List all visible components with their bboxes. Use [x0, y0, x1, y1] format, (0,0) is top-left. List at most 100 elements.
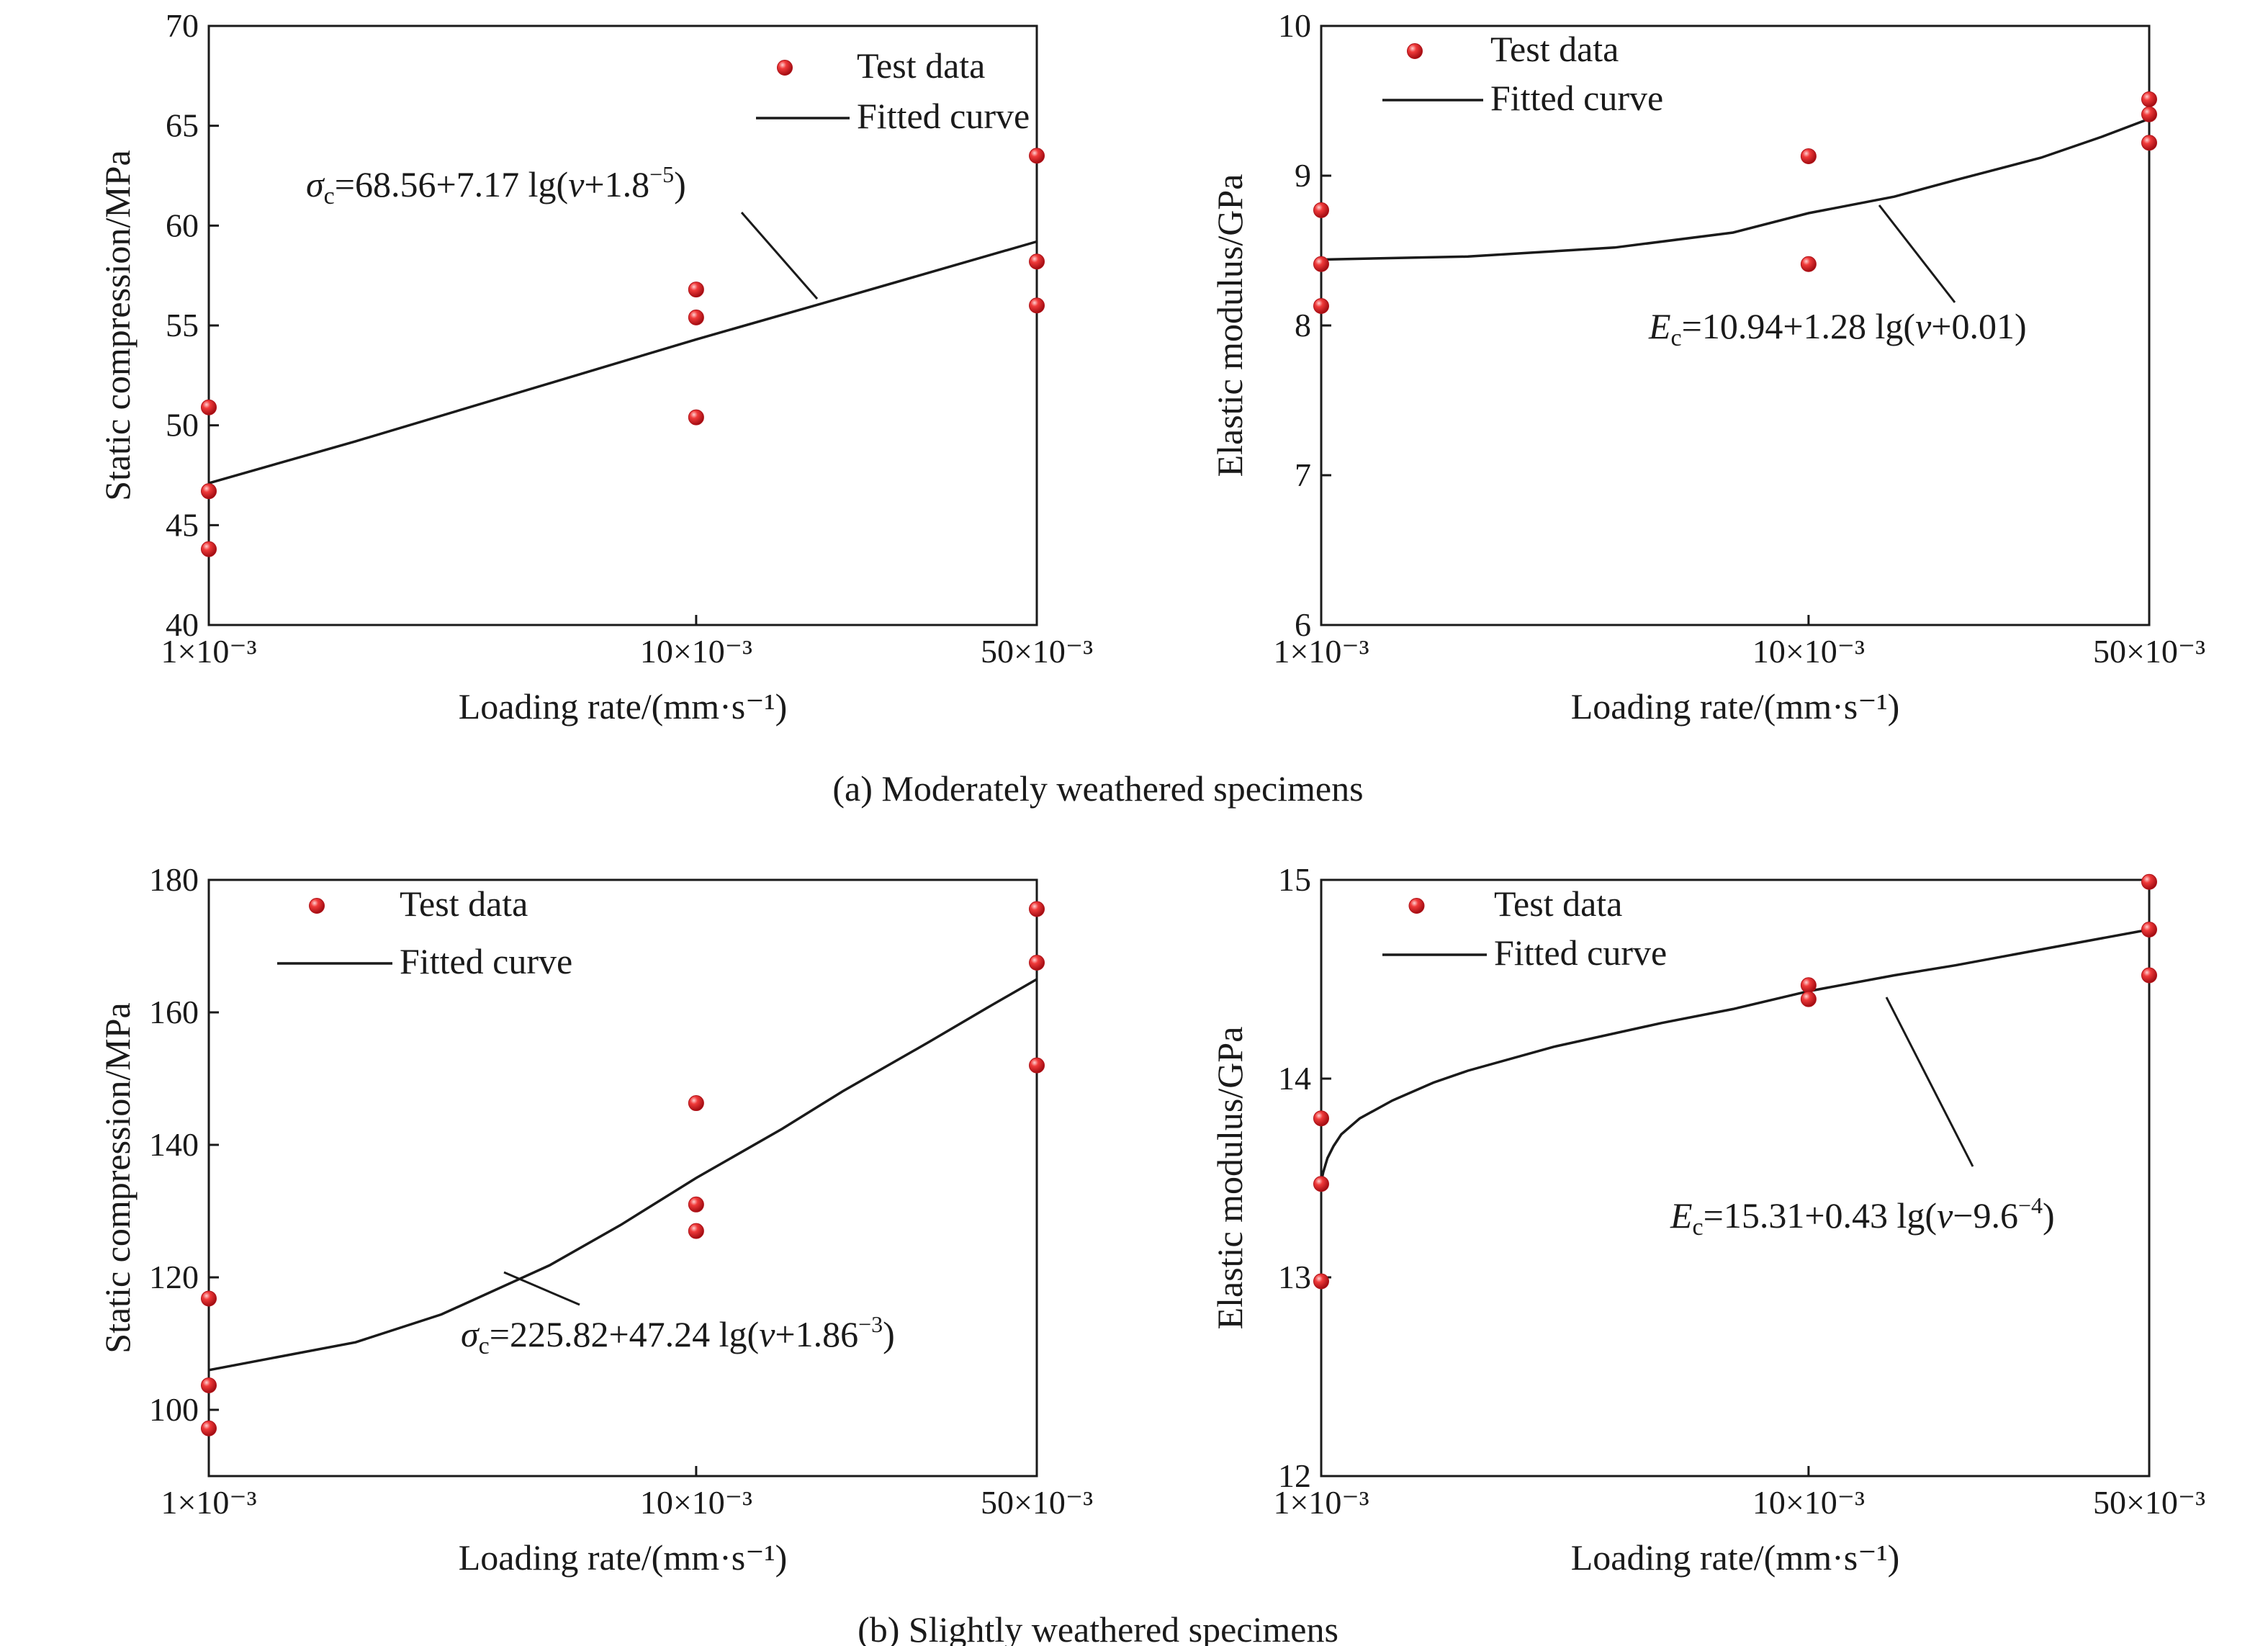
fitted-curve-line	[208, 978, 1038, 1372]
test-data-point	[1800, 991, 1817, 1007]
x-tick-label: 1×10⁻³	[161, 1484, 256, 1521]
plot-frame	[1320, 878, 2151, 1478]
y-tick-label: 65	[166, 107, 199, 144]
legend-label-test-data: Test data	[400, 883, 528, 924]
legend-label-fitted-curve: Fitted curve	[1490, 78, 1663, 118]
test-data-point	[1029, 1057, 1045, 1074]
fit-equation-annotation: σc=225.82+47.24 lg(v+1.86−3)	[461, 1311, 895, 1359]
test-data-point	[1029, 955, 1045, 971]
x-axis-title: Loading rate/(mm·s⁻¹)	[459, 1537, 788, 1578]
test-data-point	[1313, 256, 1329, 272]
y-axis-title: Static compression/MPa	[97, 150, 138, 500]
test-data-point	[1800, 977, 1817, 994]
fit-equation-annotation: Ec=15.31+0.43 lg(v−9.6−4)	[1670, 1192, 2055, 1241]
test-data-point	[2141, 873, 2157, 890]
x-axis-title: Loading rate/(mm·s⁻¹)	[1571, 1537, 1900, 1578]
legend-label-test-data: Test data	[1494, 883, 1622, 924]
test-data-point	[2141, 922, 2157, 937]
test-data-point	[201, 1420, 217, 1436]
x-tick-label: 1×10⁻³	[161, 633, 256, 670]
test-data-point	[1313, 1176, 1329, 1192]
legend-label-fitted-curve: Fitted curve	[857, 96, 1030, 136]
annotation-leader-line	[503, 1271, 580, 1306]
legend-label-test-data: Test data	[857, 45, 985, 86]
test-data-point	[688, 1095, 704, 1112]
test-data-point	[1800, 148, 1817, 164]
y-axis-title: Elastic modulus/GPa	[1210, 1027, 1250, 1330]
legend-marker-test-data	[1407, 43, 1423, 59]
test-data-point	[688, 282, 704, 298]
annotation-leader-line	[1878, 204, 1956, 303]
y-tick-label: 8	[1295, 307, 1311, 343]
test-data-point	[688, 1196, 704, 1213]
annotation-leader-line	[1885, 997, 1974, 1167]
caption-b: (b) Slightly weathered specimens	[858, 1609, 1338, 1646]
legend-marker-test-data	[1408, 898, 1425, 914]
y-tick-label: 120	[149, 1259, 199, 1295]
fitted-curve-line	[1320, 928, 2150, 1182]
y-tick-label: 13	[1278, 1259, 1311, 1295]
y-tick-label: 9	[1295, 157, 1311, 194]
fitted-curve-line	[1320, 117, 2150, 261]
test-data-point	[1029, 901, 1045, 917]
test-data-point	[2141, 91, 2157, 107]
y-tick-label: 100	[149, 1391, 199, 1428]
y-tick-label: 70	[166, 7, 199, 44]
y-axis-title: Static compression/MPa	[97, 1002, 138, 1353]
fit-equation-annotation: Ec=10.94+1.28 lg(v+0.01)	[1648, 306, 2027, 351]
test-data-point	[1313, 202, 1329, 218]
x-tick-label: 10×10⁻³	[640, 1484, 752, 1521]
y-tick-label: 15	[1278, 861, 1311, 898]
y-tick-label: 140	[149, 1126, 199, 1163]
y-tick-label: 10	[1278, 7, 1311, 44]
x-tick-label: 50×10⁻³	[981, 633, 1093, 670]
test-data-point	[1313, 1273, 1329, 1290]
test-data-point	[201, 483, 217, 500]
test-data-point	[201, 399, 217, 415]
test-data-point	[1313, 1110, 1329, 1127]
y-tick-label: 45	[166, 506, 199, 543]
legend-label-fitted-curve: Fitted curve	[1494, 932, 1667, 973]
y-tick-label: 12	[1278, 1457, 1311, 1494]
y-tick-label: 40	[166, 606, 199, 643]
test-data-point	[1029, 253, 1045, 270]
x-tick-label: 50×10⁻³	[2093, 1484, 2205, 1521]
test-data-point	[201, 1377, 217, 1393]
fitted-curve-line	[208, 240, 1038, 485]
x-tick-label: 50×10⁻³	[981, 1484, 1093, 1521]
x-tick-label: 1×10⁻³	[1273, 1484, 1369, 1521]
x-tick-label: 1×10⁻³	[1273, 633, 1369, 670]
x-tick-label: 10×10⁻³	[640, 633, 752, 670]
test-data-point	[688, 409, 704, 426]
y-axis-title: Elastic modulus/GPa	[1210, 174, 1250, 477]
test-data-point	[688, 309, 704, 325]
x-tick-label: 10×10⁻³	[1752, 1484, 1865, 1521]
test-data-point	[1029, 297, 1045, 314]
y-tick-label: 50	[166, 407, 199, 444]
fit-equation-annotation: σc=68.56+7.17 lg(v+1.8−5)	[306, 161, 686, 210]
legend-marker-test-data	[777, 60, 793, 76]
x-tick-label: 50×10⁻³	[2093, 633, 2205, 670]
plot-frame	[207, 878, 1038, 1478]
test-data-point	[201, 541, 217, 557]
test-data-point	[688, 1223, 704, 1239]
test-data-point	[1800, 256, 1817, 272]
y-tick-label: 55	[166, 307, 199, 343]
x-axis-title: Loading rate/(mm·s⁻¹)	[459, 686, 788, 727]
chart-panel-static-compression-slight: 100 120 140 160 180 1×10⁻³ 10×10⁻³ 50×10⁻³ Loadi…	[97, 861, 1093, 1578]
x-tick-label: 10×10⁻³	[1752, 633, 1865, 670]
chart-panel-elastic-modulus-moderate: 6 7 8 9 10 1×10⁻³ 10×10⁻³ 50×10⁻³ Loading rate/(…	[1210, 7, 2205, 727]
legend-label-test-data: Test data	[1490, 29, 1619, 69]
annotation-leader-line	[740, 212, 819, 300]
y-tick-label: 7	[1295, 457, 1311, 493]
caption-a: (a) Moderately weathered specimens	[832, 768, 1363, 809]
y-tick-label: 6	[1295, 606, 1311, 643]
y-tick-label: 14	[1278, 1060, 1311, 1097]
test-data-point	[1029, 148, 1045, 164]
x-axis-title: Loading rate/(mm·s⁻¹)	[1571, 686, 1900, 727]
test-data-point	[2141, 967, 2157, 984]
y-tick-label: 60	[166, 207, 199, 243]
legend-marker-test-data	[309, 898, 325, 914]
y-tick-label: 160	[149, 994, 199, 1030]
